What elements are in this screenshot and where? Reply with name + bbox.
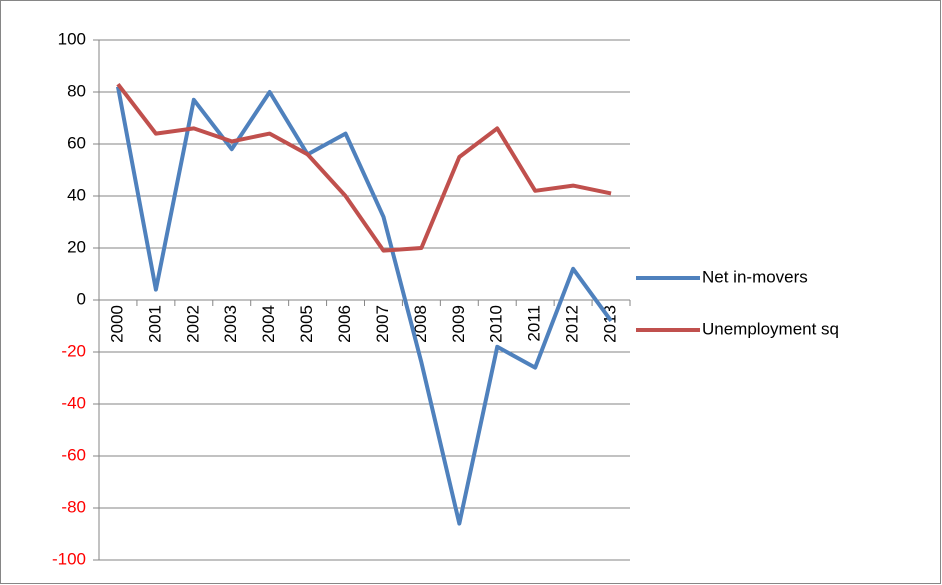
y-tick-label: -20: [61, 341, 86, 360]
series-line: [116, 82, 612, 253]
legend-label: Unemployment sq: [702, 319, 839, 338]
x-tick-label: 2012: [563, 305, 582, 343]
x-tick-label: 2009: [449, 305, 468, 343]
y-tick-label: -80: [61, 497, 86, 516]
x-tick-label: 2010: [487, 305, 506, 343]
y-tick-label: 100: [58, 29, 86, 48]
y-tick-label: 0: [77, 289, 86, 308]
y-tick-label: -60: [61, 445, 86, 464]
series-line: [115, 86, 613, 526]
x-tick-label: 2002: [183, 305, 202, 343]
x-tick-label: 2007: [373, 305, 392, 343]
y-tick-label: 20: [67, 237, 86, 256]
y-tick-label: 40: [67, 185, 86, 204]
x-tick-label: 2011: [525, 305, 544, 342]
x-tick-label: 2003: [221, 305, 240, 343]
x-tick-label: 2001: [145, 305, 164, 343]
x-tick-label: 2005: [297, 305, 316, 343]
x-tick-label: 2000: [107, 305, 126, 343]
y-tick-label: 80: [67, 81, 86, 100]
y-tick-label: 60: [67, 133, 86, 152]
y-tick-label: -100: [52, 549, 86, 568]
x-tick-label: 2006: [335, 305, 354, 343]
y-tick-label: -40: [61, 393, 86, 412]
legend-label: Net in-movers: [702, 267, 808, 286]
x-tick-label: 2004: [259, 305, 278, 343]
